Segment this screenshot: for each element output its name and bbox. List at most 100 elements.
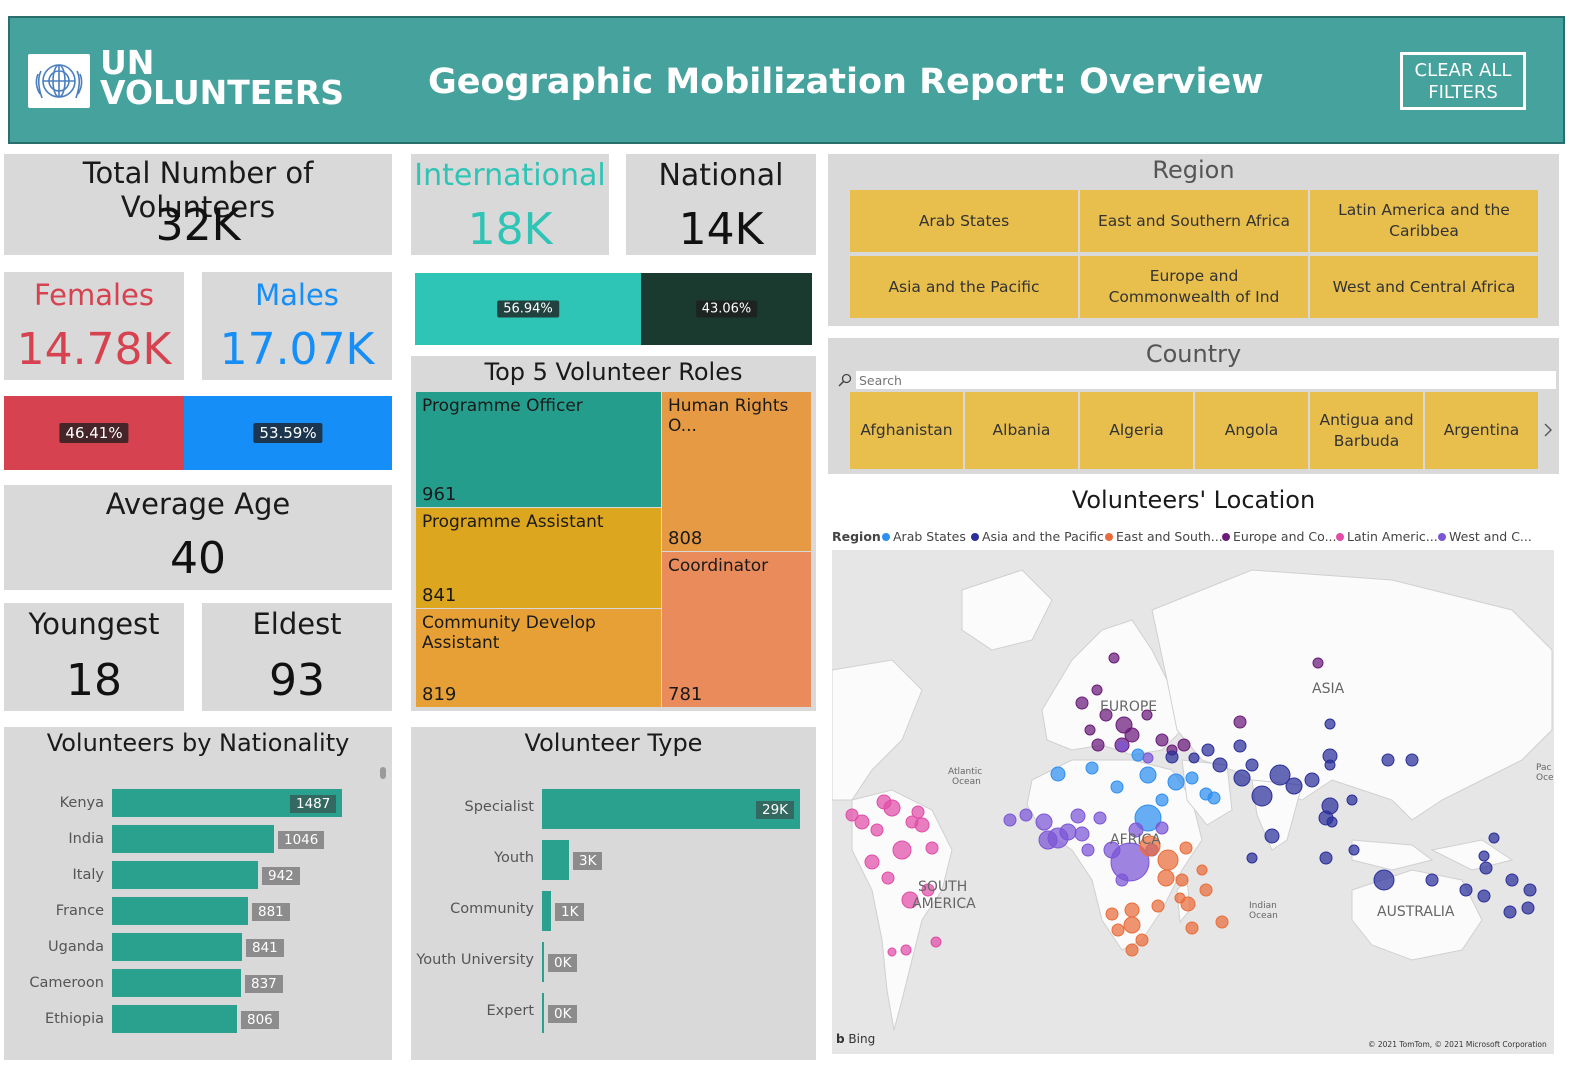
location-bubble[interactable]	[1141, 709, 1153, 721]
location-bubble[interactable]	[1312, 657, 1324, 669]
country-button-angola[interactable]: Angola	[1195, 392, 1308, 469]
region-button-europe-cis[interactable]: Europe and Commonwealth of Ind	[1080, 256, 1308, 318]
location-bubble[interactable]	[921, 883, 935, 897]
location-bubble[interactable]	[1139, 835, 1161, 857]
country-button-albania[interactable]: Albania	[965, 392, 1078, 469]
region-button-latin-america[interactable]: Latin America and the Caribbea	[1310, 190, 1538, 252]
region-button-east-southern-africa[interactable]: East and Southern Africa	[1080, 190, 1308, 252]
location-bubble[interactable]	[1075, 696, 1089, 710]
location-bubble[interactable]	[1477, 889, 1491, 903]
location-bubble[interactable]	[1091, 738, 1105, 752]
location-bubble[interactable]	[1131, 748, 1145, 762]
location-bubble[interactable]	[1478, 850, 1490, 862]
location-bubble[interactable]	[1142, 752, 1154, 764]
location-bubble[interactable]	[1233, 739, 1247, 753]
location-bubble[interactable]	[1081, 843, 1095, 857]
location-bubble[interactable]	[1285, 777, 1303, 795]
location-bubble[interactable]	[1155, 793, 1169, 807]
location-bubble[interactable]	[1264, 828, 1280, 844]
location-bubble[interactable]	[1155, 733, 1169, 747]
location-bubble[interactable]	[1175, 873, 1189, 887]
location-bubble[interactable]	[925, 841, 939, 855]
region-button-asia-pacific[interactable]: Asia and the Pacific	[850, 256, 1078, 318]
map-legend-item[interactable]: Latin Americ...	[1336, 529, 1438, 544]
clear-all-filters-button[interactable]: CLEAR ALL FILTERS	[1400, 52, 1526, 110]
location-bubble[interactable]	[1346, 794, 1358, 806]
location-bubble[interactable]	[1059, 823, 1077, 841]
location-bubble[interactable]	[901, 891, 919, 909]
location-bubble[interactable]	[930, 936, 942, 948]
map-legend-item[interactable]: Europe and Co...	[1222, 529, 1337, 544]
nationality-bar[interactable]	[112, 1005, 237, 1033]
location-bubble[interactable]	[1201, 743, 1215, 757]
nationality-bar[interactable]	[112, 861, 258, 889]
location-bubble[interactable]	[1233, 715, 1247, 729]
location-bubble[interactable]	[1324, 718, 1336, 730]
location-bubble[interactable]	[1093, 811, 1107, 825]
location-bubble[interactable]	[914, 817, 930, 833]
location-bubble[interactable]	[1123, 916, 1141, 934]
location-bubble[interactable]	[1070, 808, 1086, 824]
location-bubble[interactable]	[883, 799, 901, 817]
location-bubble[interactable]	[1215, 915, 1229, 929]
location-bubble[interactable]	[1207, 791, 1221, 805]
location-bubble[interactable]	[1373, 869, 1395, 891]
location-bubble[interactable]	[1110, 842, 1150, 882]
location-bubble[interactable]	[1503, 905, 1517, 919]
location-bubble[interactable]	[1459, 883, 1473, 897]
location-bubble[interactable]	[1125, 943, 1139, 957]
treemap-tile-community-develop-assistant[interactable]: Community Develop Assistant 819	[416, 609, 661, 707]
location-bubble[interactable]	[1019, 808, 1033, 822]
location-bubble[interactable]	[1139, 766, 1157, 784]
location-bubble[interactable]	[1196, 864, 1208, 876]
female-segment[interactable]: 46.41%	[4, 396, 184, 470]
location-bubble[interactable]	[1035, 813, 1053, 831]
world-map[interactable]: EUROPE ASIA AFRICA SOUTH AMERICA AUSTRAL…	[832, 550, 1554, 1054]
location-bubble[interactable]	[1505, 873, 1519, 887]
location-bubble[interactable]	[1381, 753, 1395, 767]
location-bubble[interactable]	[1085, 761, 1099, 775]
location-bubble[interactable]	[1245, 758, 1259, 772]
location-bubble[interactable]	[1405, 753, 1419, 767]
location-bubble[interactable]	[1177, 738, 1191, 752]
nationality-bar[interactable]	[112, 897, 248, 925]
country-button-afghanistan[interactable]: Afghanistan	[850, 392, 963, 469]
location-bubble[interactable]	[892, 840, 912, 860]
location-bubble[interactable]	[1185, 771, 1199, 785]
location-bubble[interactable]	[1128, 822, 1144, 838]
location-bubble[interactable]	[1348, 844, 1360, 856]
location-bubble[interactable]	[900, 944, 912, 956]
national-segment[interactable]: 43.06%	[641, 273, 812, 345]
international-segment[interactable]: 56.94%	[415, 273, 641, 345]
map-legend-item[interactable]: West and C...	[1438, 529, 1532, 544]
country-button-antigua-and-barbuda[interactable]: Antigua and Barbuda	[1310, 392, 1423, 469]
location-bubble[interactable]	[1157, 869, 1175, 887]
location-bubble[interactable]	[1185, 921, 1199, 935]
location-bubble[interactable]	[1157, 849, 1179, 871]
location-bubble[interactable]	[1134, 804, 1162, 832]
location-bubble[interactable]	[1155, 821, 1169, 835]
location-bubble[interactable]	[1050, 766, 1066, 782]
location-bubble[interactable]	[1151, 899, 1165, 913]
location-bubble[interactable]	[1124, 727, 1140, 743]
treemap-tile-coordinator[interactable]: Coordinator 781	[662, 552, 811, 707]
nationality-scrollbar[interactable]	[380, 767, 386, 779]
location-bubble[interactable]	[1179, 841, 1193, 855]
region-button-west-central-africa[interactable]: West and Central Africa	[1310, 256, 1538, 318]
location-bubble[interactable]	[1003, 813, 1017, 827]
location-bubble[interactable]	[1523, 883, 1537, 897]
map-legend-item[interactable]: Asia and the Pacific	[971, 529, 1104, 544]
location-bubble[interactable]	[870, 823, 884, 837]
location-bubble[interactable]	[1135, 933, 1149, 947]
location-bubble[interactable]	[1084, 724, 1096, 736]
country-button-algeria[interactable]: Algeria	[1080, 392, 1193, 469]
location-bubble[interactable]	[1091, 684, 1103, 696]
location-bubble[interactable]	[1099, 708, 1113, 722]
location-bubble[interactable]	[1180, 896, 1196, 912]
location-bubble[interactable]	[1115, 873, 1129, 887]
location-bubble[interactable]	[1188, 752, 1200, 764]
country-search-input[interactable]	[856, 371, 1556, 389]
male-segment[interactable]: 53.59%	[184, 396, 392, 470]
location-bubble[interactable]	[1212, 757, 1228, 773]
location-bubble[interactable]	[1319, 851, 1333, 865]
